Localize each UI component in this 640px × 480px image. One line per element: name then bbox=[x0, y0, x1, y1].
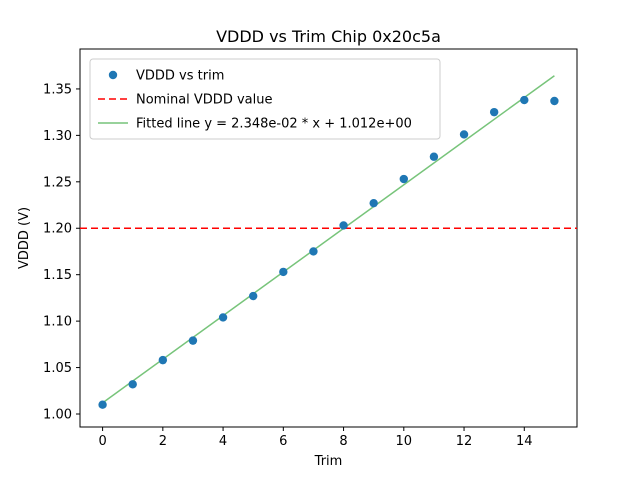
y-tick-label: 1.25 bbox=[43, 175, 72, 190]
y-tick-label: 1.30 bbox=[43, 129, 72, 144]
data-point bbox=[459, 130, 469, 139]
legend-label: VDDD vs trim bbox=[136, 69, 224, 84]
data-point bbox=[248, 291, 258, 301]
data-point bbox=[520, 95, 529, 105]
data-point bbox=[429, 152, 439, 161]
data-point bbox=[128, 380, 137, 389]
plot-title: VDDD vs Trim Chip 0x20c5a bbox=[216, 27, 441, 46]
data-point bbox=[309, 247, 318, 256]
x-tick-label: 14 bbox=[516, 434, 533, 449]
y-tick-label: 1.10 bbox=[43, 315, 72, 330]
y-tick-label: 1.35 bbox=[43, 82, 72, 97]
x-tick-label: 6 bbox=[279, 434, 287, 449]
legend-label: Nominal VDDD value bbox=[136, 93, 272, 108]
y-tick-label: 1.00 bbox=[43, 407, 72, 422]
x-tick-label: 0 bbox=[98, 434, 106, 449]
data-point bbox=[279, 267, 288, 277]
y-tick-label: 1.05 bbox=[43, 361, 72, 376]
data-point bbox=[158, 355, 168, 365]
data-point bbox=[489, 107, 499, 117]
data-point bbox=[399, 174, 409, 184]
legend-entry: VDDD vs trim bbox=[108, 69, 224, 84]
data-point bbox=[550, 96, 559, 106]
data-point bbox=[218, 313, 228, 322]
x-tick-label: 8 bbox=[339, 434, 347, 449]
legend: VDDD vs trim Nominal VDDD value Fitted lin… bbox=[89, 58, 441, 140]
x-tick-label: 4 bbox=[219, 434, 227, 449]
y-axis-label: VDDD (V) bbox=[17, 207, 32, 269]
y-tick-label: 1.20 bbox=[43, 222, 72, 237]
data-point bbox=[98, 400, 107, 409]
y-tick-label: 1.15 bbox=[43, 268, 72, 283]
legend-entry: Nominal VDDD value bbox=[98, 93, 272, 108]
x-tick-label: 2 bbox=[159, 434, 167, 449]
legend-marker-dot bbox=[108, 70, 118, 80]
legend-label: Fitted line y = 2.348e-02 * x + 1.012e+0… bbox=[136, 117, 412, 132]
legend-box bbox=[89, 58, 441, 140]
fit-line bbox=[102, 75, 555, 404]
x-tick-label: 12 bbox=[456, 434, 473, 449]
axes-frame bbox=[79, 48, 578, 428]
data-point bbox=[339, 221, 348, 230]
x-tick-label: 10 bbox=[396, 434, 413, 449]
legend-entry: Fitted line y = 2.348e-02 * x + 1.012e+0… bbox=[98, 117, 412, 132]
x-axis-label: Trim bbox=[314, 454, 343, 469]
data-point bbox=[369, 198, 378, 208]
data-point bbox=[188, 336, 198, 345]
